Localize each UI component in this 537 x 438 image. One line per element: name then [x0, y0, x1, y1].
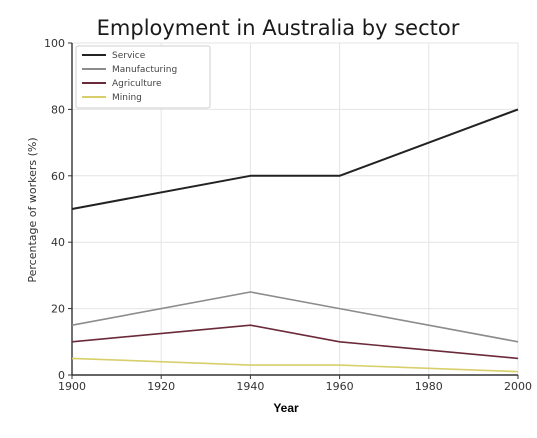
legend-label-mining: Mining: [112, 93, 142, 103]
legend-label-service: Service: [112, 51, 146, 61]
y-tick-label-3: 60: [51, 170, 65, 183]
chart-title: Employment in Australia by sector: [97, 16, 460, 40]
x-tick-label-1: 1920: [147, 380, 175, 393]
y-tick-label-0: 0: [58, 369, 65, 382]
legend: Service Manufacturing Agriculture Mining: [75, 45, 211, 109]
x-tick-label-3: 1960: [326, 380, 354, 393]
y-tick-label-1: 20: [51, 303, 65, 316]
x-tick-label-5: 2000: [504, 380, 532, 393]
legend-label-manufacturing: Manufacturing: [112, 65, 177, 75]
series-lines: [71, 108, 519, 373]
y-tick-label-2: 40: [51, 236, 65, 249]
series-line-agriculture: [71, 324, 519, 360]
y-tick-label-4: 80: [51, 103, 65, 116]
series-line-service: [71, 108, 519, 210]
y-tick-labels: 0 20 40 60 80 100: [44, 37, 72, 382]
x-tick-label-2: 1940: [236, 380, 264, 393]
y-axis-label: Percentage of workers (%): [26, 137, 39, 282]
x-tick-labels: 1900 1920 1940 1960 1980 2000: [58, 375, 532, 393]
x-tick-label-4: 1980: [415, 380, 443, 393]
y-tick-label-5: 100: [44, 37, 65, 50]
series-line-mining: [71, 357, 519, 373]
x-tick-label-0: 1900: [58, 380, 86, 393]
x-axis-label: Year: [273, 401, 299, 415]
legend-box: [75, 45, 211, 109]
legend-label-agriculture: Agriculture: [112, 79, 162, 89]
series-line-manufacturing: [71, 291, 519, 343]
